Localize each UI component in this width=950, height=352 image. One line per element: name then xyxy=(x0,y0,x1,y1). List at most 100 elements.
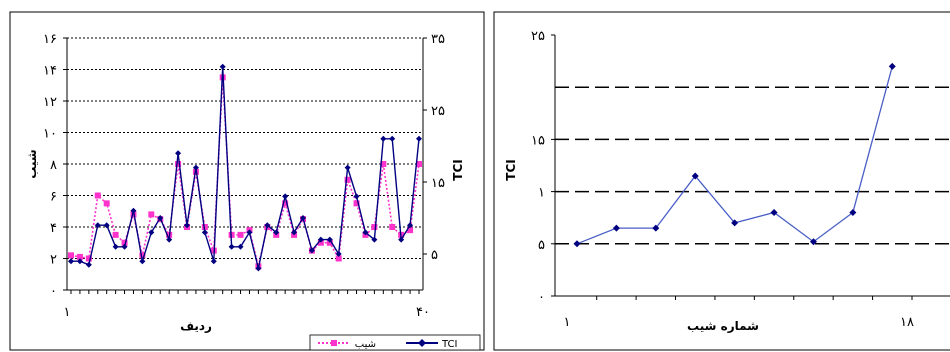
left-y2-tick-label: ۲۵ xyxy=(431,104,445,119)
tci-point xyxy=(282,193,289,200)
right-y-tick-labels: ۰ ۵ ۱ ۱۵ ۲۵ xyxy=(531,29,555,305)
tci-point xyxy=(308,247,315,254)
tci-point xyxy=(148,229,155,236)
slope-point xyxy=(407,227,414,234)
tci-point xyxy=(184,222,190,229)
tci-point xyxy=(389,135,396,142)
slope-point xyxy=(335,255,342,262)
tci-point xyxy=(380,135,387,142)
slope-point xyxy=(175,161,182,167)
slope-point xyxy=(112,231,119,238)
right-y-tick-label: ۱۵ xyxy=(531,133,545,148)
tci-point xyxy=(228,243,235,250)
tci-point xyxy=(85,261,92,268)
tci-point xyxy=(76,258,83,265)
slope-point xyxy=(371,224,378,230)
slope-point xyxy=(344,176,351,183)
tci-point xyxy=(291,229,298,236)
tci-point xyxy=(398,236,405,243)
right-x-axis-label: شماره شیب xyxy=(687,319,759,333)
left-y-tick-label: ۱۲ xyxy=(43,95,57,110)
tci-point xyxy=(201,229,208,236)
tci-series-line xyxy=(71,66,420,269)
legend-box xyxy=(309,334,481,351)
right-y-tick-label: ۱ xyxy=(538,186,545,201)
right-point xyxy=(731,219,739,227)
slope-point xyxy=(326,239,333,246)
slope-point xyxy=(353,200,360,207)
slope-point xyxy=(282,200,289,207)
left-y-tick-label: ۶ xyxy=(50,190,57,205)
left-y-tick-label: ۱۰ xyxy=(43,127,57,142)
left-y2-tick-labels: ۵ ۱۵ ۲۵ ۳۵ xyxy=(423,32,445,263)
legend-slope-label: شیب xyxy=(355,339,376,350)
left-chart-frame xyxy=(9,11,485,351)
tci-point xyxy=(219,63,226,70)
right-series-line xyxy=(576,66,893,245)
slope-point xyxy=(380,161,387,167)
slope-point xyxy=(389,224,396,230)
right-x-tick-label: ۱ xyxy=(564,315,571,330)
slope-point xyxy=(68,252,74,259)
slope-point xyxy=(148,211,155,218)
right-y-tick-label: ۰ xyxy=(538,290,545,305)
left-y-tick-label: ۰ xyxy=(50,284,57,299)
right-x-minor-ticks xyxy=(596,296,913,300)
left-x-tick-label: ۱ xyxy=(64,305,71,320)
tci-point xyxy=(335,251,342,257)
left-y2-tick-label: ۵ xyxy=(431,248,438,263)
left-chart: ۰ ۲ ۴ ۶ ۸ ۱۰ ۱۲ ۱۴ ۱۶ ۵ ۱۵ ۲۵ ۳۵ ۱ ۴۰ ردیف شیب TCI ش… xyxy=(9,11,485,351)
left-legend: شیب TCI xyxy=(309,334,481,351)
slope-point xyxy=(85,255,92,262)
left-y-axis-label: شیب xyxy=(25,149,39,178)
slope-point xyxy=(76,253,83,260)
left-y2-tick-label: ۳۵ xyxy=(431,32,445,47)
tci-point xyxy=(255,265,262,272)
tci-point xyxy=(157,215,164,221)
right-y-tick-label: ۲۵ xyxy=(531,29,545,44)
slope-point xyxy=(416,161,422,167)
slope-point xyxy=(237,231,244,238)
right-grid xyxy=(555,86,950,245)
tci-point xyxy=(166,236,173,243)
tci-point xyxy=(94,222,101,229)
legend-slope-marker xyxy=(331,340,337,346)
tci-point xyxy=(210,258,217,265)
slope-point xyxy=(201,224,208,230)
left-y2-axis-label: TCI xyxy=(451,159,465,180)
right-point xyxy=(573,240,581,248)
left-x-tick-labels: ۱ ۴۰ xyxy=(64,305,430,320)
slope-point xyxy=(139,252,146,259)
right-y-tick-label: ۵ xyxy=(538,238,545,253)
right-point xyxy=(770,208,778,216)
right-point xyxy=(652,224,660,232)
slope-point xyxy=(94,192,101,199)
tci-point xyxy=(416,135,422,142)
tci-point xyxy=(317,236,324,243)
tci-point xyxy=(371,236,378,243)
right-y-axis-label: TCI xyxy=(504,159,518,180)
left-x-minor-ticks xyxy=(70,290,420,294)
left-y-tick-label: ۲ xyxy=(50,253,57,268)
right-point xyxy=(612,224,620,232)
tci-point xyxy=(273,229,280,236)
right-x-tick-label: ۱۸ xyxy=(900,315,914,330)
slope-point xyxy=(317,239,324,246)
right-point xyxy=(888,62,896,70)
left-y-tick-label: ۸ xyxy=(50,158,57,173)
left-series xyxy=(68,63,422,272)
right-point xyxy=(691,172,699,180)
tci-point xyxy=(353,193,360,200)
legend-tci-label: TCI xyxy=(441,339,457,350)
tci-point xyxy=(246,229,253,236)
tci-point xyxy=(192,164,199,171)
left-y-tick-label: ۱۶ xyxy=(43,32,57,47)
left-y2-tick-label: ۱۵ xyxy=(431,176,445,191)
right-x-tick-labels: ۱ ۱۸ xyxy=(564,315,914,330)
left-y-tick-label: ۴ xyxy=(50,221,57,236)
tci-point xyxy=(130,207,137,214)
tci-point xyxy=(175,150,182,157)
tci-point xyxy=(237,243,244,250)
tci-point xyxy=(68,258,74,265)
tci-point xyxy=(300,215,306,221)
